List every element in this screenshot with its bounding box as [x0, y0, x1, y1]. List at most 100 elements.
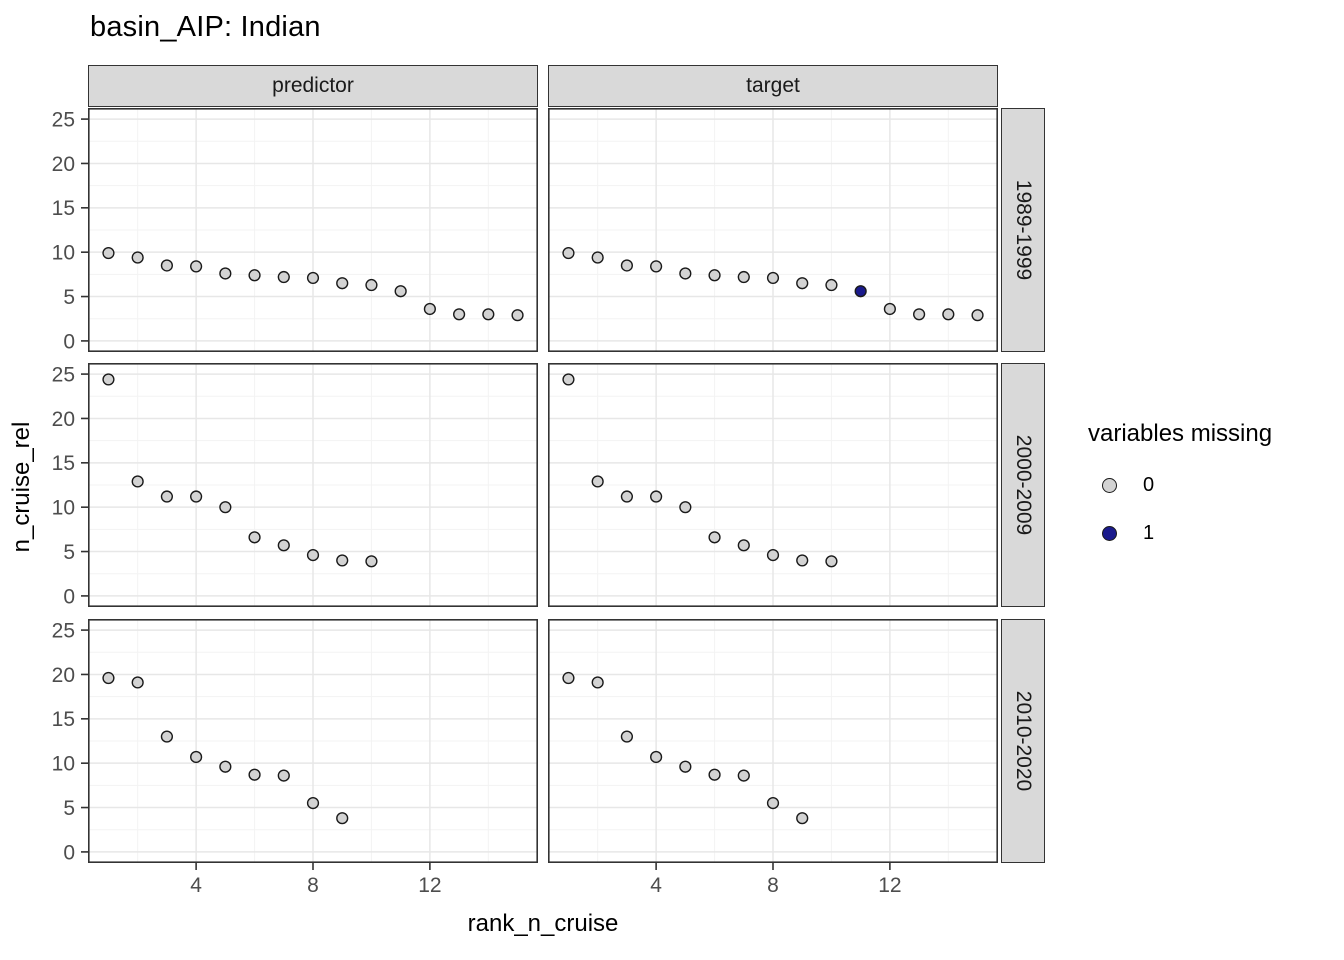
data-point [190, 750, 203, 764]
y-axis-row-2: 25 20 15 10 5 0 [52, 363, 88, 607]
data-point [423, 302, 436, 316]
data-point [679, 267, 692, 280]
data-point [591, 676, 604, 689]
panel-border [88, 108, 538, 352]
data-point [248, 768, 261, 781]
legend-title: variables missing [1088, 420, 1273, 447]
legend-key-circle-0-icon [1102, 477, 1117, 493]
y-tick-label: 20 [52, 664, 75, 687]
data-point [190, 490, 203, 503]
data-point [190, 260, 203, 273]
data-point [219, 501, 232, 514]
x-tick-label: 12 [418, 874, 441, 897]
data-point [854, 285, 867, 298]
panel-border [548, 619, 998, 863]
y-tick-label: 10 [52, 497, 75, 520]
data-point [620, 490, 633, 503]
y-tick-label: 0 [63, 330, 75, 352]
x-tick-label: 4 [190, 874, 202, 897]
data-point [482, 308, 495, 321]
data-point [131, 251, 144, 264]
panel-target-2010-2020 [548, 619, 998, 863]
data-point [679, 760, 692, 773]
y-axis-title: n_cruise_rel [8, 421, 35, 553]
data-point [160, 259, 173, 272]
data-point [102, 373, 115, 386]
facet-row-label-1989-1999: 1989-1999 [1012, 179, 1035, 281]
y-tick-label: 0 [63, 585, 75, 607]
data-point [737, 769, 750, 782]
data-point [102, 671, 115, 685]
y-tick-label: 25 [52, 363, 75, 386]
x-tick-label: 4 [650, 874, 662, 897]
data-point [131, 475, 144, 488]
data-point [562, 373, 575, 386]
data-point [131, 676, 144, 689]
facet-row-strip-2000-2009: 2000-2009 [1001, 363, 1045, 607]
data-point [562, 671, 575, 685]
data-point [160, 730, 173, 743]
data-point [591, 251, 604, 264]
data-point [248, 531, 261, 544]
data-point [913, 308, 926, 321]
data-point [942, 308, 955, 321]
facet-col-label-predictor: predictor [272, 74, 354, 97]
data-point [365, 278, 378, 292]
data-point [883, 302, 896, 316]
panel-border [88, 619, 538, 863]
data-point [708, 531, 721, 544]
x-axis-predictor: 4 8 12 [190, 863, 442, 897]
data-point [650, 260, 663, 273]
data-point [306, 271, 320, 285]
data-point [825, 555, 838, 568]
y-tick-label: 25 [52, 108, 75, 131]
panel-predictor-1989-1999 [88, 108, 538, 352]
data-point [825, 278, 838, 292]
y-tick-label: 5 [63, 797, 75, 820]
data-point [277, 270, 290, 284]
legend-item-1: 1 [1088, 520, 1338, 546]
y-tick-label: 5 [63, 286, 75, 309]
y-tick-label: 5 [63, 541, 75, 564]
data-point [766, 271, 780, 285]
data-point [737, 270, 750, 284]
data-point [620, 730, 633, 743]
panel-border [548, 108, 998, 352]
legend-item-1-label: 1 [1143, 521, 1155, 544]
x-tick-label: 12 [878, 874, 901, 897]
x-axis-target: 4 8 12 [650, 863, 902, 897]
panel-target-2000-2009 [548, 363, 998, 607]
figure-title: basin_AIP: Indian [90, 11, 321, 43]
y-axis-row-1: 25 20 15 10 5 0 [52, 108, 88, 352]
panel-predictor-2010-2020 [88, 619, 538, 863]
y-tick-label: 15 [52, 708, 75, 731]
panel-border [88, 363, 538, 607]
y-tick-label: 25 [52, 619, 75, 642]
legend-key-circle-1-icon [1102, 525, 1117, 541]
y-tick-label: 20 [52, 408, 75, 431]
data-point [336, 277, 349, 290]
y-tick-label: 20 [52, 153, 75, 176]
data-point [591, 475, 604, 488]
data-point [766, 797, 780, 810]
data-point [562, 246, 575, 260]
facet-row-label-2000-2009: 2000-2009 [1012, 434, 1035, 536]
data-point [796, 812, 809, 825]
data-point [737, 539, 750, 552]
facet-col-strip-predictor: predictor [88, 65, 538, 107]
panel-predictor-2000-2009 [88, 363, 538, 607]
y-tick-label: 15 [52, 452, 75, 475]
data-point [620, 259, 633, 272]
data-point [708, 768, 721, 781]
panel-border [548, 363, 998, 607]
data-point [679, 501, 692, 514]
data-point [219, 760, 232, 773]
y-tick-label: 0 [63, 841, 75, 863]
data-point [650, 750, 663, 764]
data-point [511, 309, 524, 322]
data-point [394, 285, 407, 298]
data-point [336, 812, 349, 825]
data-point [766, 548, 780, 562]
data-point [277, 769, 290, 782]
